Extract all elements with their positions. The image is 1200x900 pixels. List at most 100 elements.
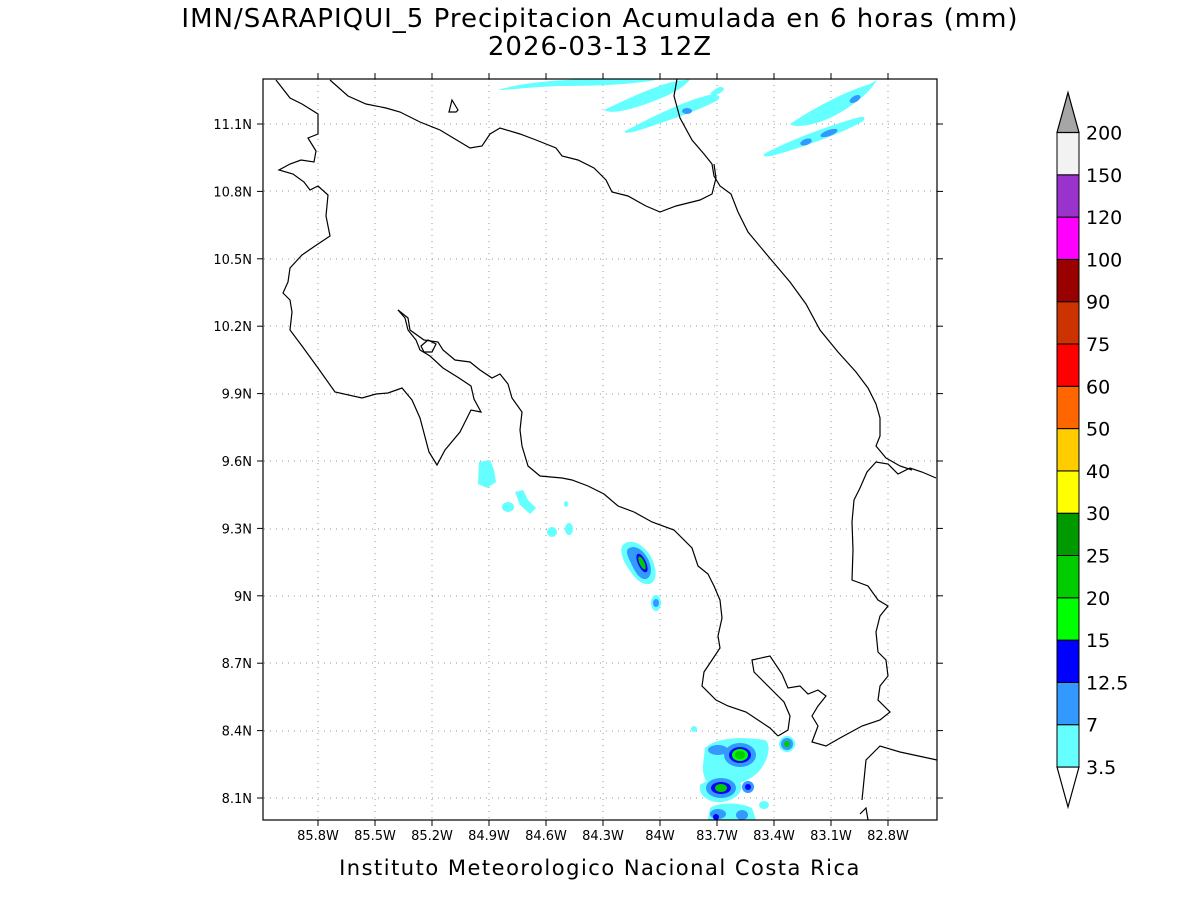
x-tick-label: 84.3W bbox=[582, 829, 624, 844]
rain-cell-s-e bbox=[708, 745, 728, 755]
northern-shore bbox=[329, 79, 717, 213]
x-tick-label: 84.6W bbox=[525, 829, 567, 844]
map-title: IMN/SARAPIQUI_5 Precipitacion Acumulada … bbox=[181, 4, 1019, 34]
panama-border bbox=[861, 745, 938, 801]
y-tick-label: 10.2N bbox=[213, 320, 252, 335]
rain-cell-s-o bbox=[691, 726, 697, 732]
x-tick-label: 83.7W bbox=[696, 829, 738, 844]
rain-band-northeast-2 bbox=[763, 116, 865, 157]
lake-island bbox=[448, 98, 459, 113]
golfo-dulce-coast bbox=[751, 461, 937, 747]
legend-swatch bbox=[1056, 343, 1080, 387]
rain-cell-s-n bbox=[759, 801, 769, 809]
legend-label: 12.5 bbox=[1086, 672, 1128, 694]
rain-cell-ne-a bbox=[849, 95, 861, 103]
rain-band-north-1 bbox=[498, 79, 660, 90]
x-tick-label: 82.8W bbox=[867, 829, 909, 844]
x-tick-label: 84.9W bbox=[468, 829, 510, 844]
footer-credit: Instituto Meteorologico Nacional Costa R… bbox=[339, 856, 861, 880]
caribbean-coast bbox=[673, 78, 913, 471]
burica-point bbox=[859, 806, 869, 821]
axis-ticks bbox=[257, 73, 943, 826]
legend-swatch bbox=[1056, 428, 1080, 472]
legend-swatch bbox=[1056, 385, 1080, 430]
legend-swatch bbox=[1056, 470, 1080, 514]
rain-cell-central-6 bbox=[565, 523, 573, 535]
y-tick-label: 9.9N bbox=[222, 388, 252, 403]
legend-label: 100 bbox=[1086, 249, 1122, 271]
precipitation-contours bbox=[478, 79, 877, 820]
legend-swatch bbox=[1056, 512, 1080, 557]
rain-band-northeast-1 bbox=[790, 80, 877, 126]
y-tick-label: 9.3N bbox=[222, 522, 252, 537]
rain-cell-e-c bbox=[784, 741, 790, 747]
legend-swatch bbox=[1056, 555, 1080, 599]
legend-label: 3.5 bbox=[1086, 757, 1116, 779]
map-grid bbox=[264, 79, 937, 820]
legend-label: 30 bbox=[1086, 503, 1110, 525]
legend-swatch bbox=[1056, 216, 1080, 260]
legend-swatch bbox=[1056, 174, 1080, 218]
y-tick-label: 11.1N bbox=[213, 118, 252, 133]
legend-swatch bbox=[1056, 639, 1080, 683]
x-tick-label: 84W bbox=[645, 829, 675, 844]
rain-cell-central-5 bbox=[547, 527, 557, 537]
rain-cell-ne-b bbox=[820, 128, 838, 138]
y-tick-label: 8.4N bbox=[222, 725, 252, 740]
legend-label: 25 bbox=[1086, 546, 1110, 568]
rain-cell-s-l bbox=[736, 810, 748, 820]
rain-band-north-2 bbox=[604, 79, 690, 112]
legend-swatch bbox=[1056, 597, 1080, 641]
legend-swatch bbox=[1056, 724, 1080, 768]
color-legend: 3.5 7 12.5 15 20 25 30 40 50 60 75 90 100 120 150 200 bbox=[1056, 90, 1128, 810]
x-tick-label: 83.1W bbox=[810, 829, 852, 844]
rain-cell-central-2 bbox=[502, 502, 514, 512]
y-tick-label: 9.6N bbox=[222, 455, 252, 470]
rain-cell-central-1 bbox=[478, 460, 496, 488]
x-tick-label: 85.5W bbox=[354, 829, 396, 844]
rain-cell-s-h bbox=[715, 784, 727, 792]
rain-cell-s-j bbox=[745, 784, 751, 790]
longitude-labels: 85.8W 85.5W 85.2W 84.9W 84.6W 84.3W 84W 83.7W 83… bbox=[297, 829, 909, 844]
y-tick-label: 10.8N bbox=[213, 185, 252, 200]
legend-label: 15 bbox=[1086, 630, 1110, 652]
y-tick-label: 10.5N bbox=[213, 253, 252, 268]
legend-label: 120 bbox=[1086, 207, 1122, 229]
rain-cell-n-a bbox=[682, 108, 692, 114]
rain-cell-s-d bbox=[735, 751, 745, 759]
legend-label: 50 bbox=[1086, 419, 1110, 441]
legend-swatch bbox=[1056, 681, 1080, 726]
rain-band-north-4 bbox=[710, 86, 724, 96]
rain-band-north-3 bbox=[624, 94, 720, 133]
coastline bbox=[275, 78, 938, 821]
latitude-labels: 11.1N 10.8N 10.5N 10.2N 9.9N 9.6N 9.3N 9N 8.7N 8.… bbox=[213, 118, 252, 807]
legend-max-arrow bbox=[1056, 90, 1080, 134]
rain-cell-central-3 bbox=[515, 490, 536, 514]
rain-cell-central-4 bbox=[564, 501, 568, 507]
map-date: 2026-03-13 12Z bbox=[487, 32, 713, 62]
legend-label: 150 bbox=[1086, 165, 1122, 187]
nicoya-island bbox=[420, 339, 437, 353]
rain-cell-south-1d bbox=[638, 556, 646, 570]
legend-swatch bbox=[1056, 301, 1080, 345]
nicaragua-border bbox=[275, 79, 483, 467]
legend-min-arrow bbox=[1056, 766, 1080, 810]
legend-label: 75 bbox=[1086, 334, 1110, 356]
legend-label: 40 bbox=[1086, 461, 1110, 483]
y-tick-label: 8.1N bbox=[222, 792, 252, 807]
rain-cell-south-2b bbox=[653, 599, 659, 607]
x-tick-label: 85.2W bbox=[411, 829, 453, 844]
legend-swatch bbox=[1056, 258, 1080, 303]
legend-label: 200 bbox=[1086, 123, 1122, 145]
y-tick-label: 8.7N bbox=[222, 657, 252, 672]
legend-label: 60 bbox=[1086, 376, 1110, 398]
legend-label: 7 bbox=[1086, 715, 1098, 737]
y-tick-label: 9N bbox=[234, 590, 252, 605]
legend-label: 20 bbox=[1086, 588, 1110, 610]
legend-label: 90 bbox=[1086, 292, 1110, 314]
legend-swatch bbox=[1056, 132, 1080, 176]
nicoya-gulf-coast bbox=[397, 309, 779, 737]
x-tick-label: 83.4W bbox=[753, 829, 795, 844]
